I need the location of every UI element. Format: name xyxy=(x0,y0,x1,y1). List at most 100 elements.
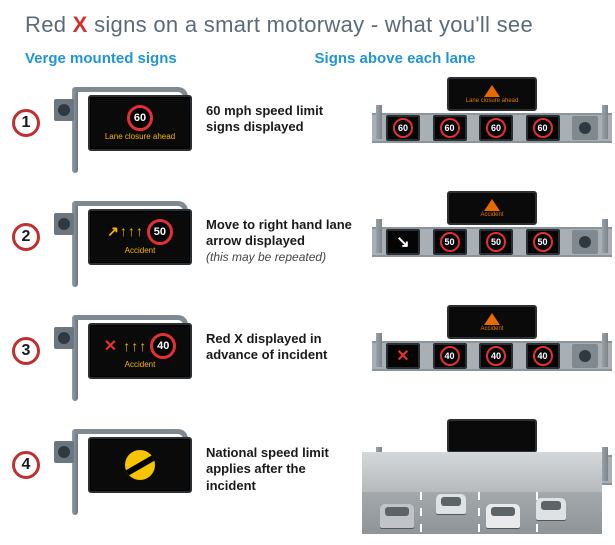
gantry-top-text: Accident xyxy=(480,212,503,218)
move-over-arrow-icon: ↘ xyxy=(396,232,409,252)
speed-limit-ring: 60 xyxy=(127,105,153,131)
lane-signal: 50 xyxy=(526,229,560,255)
gantry-top-text: Lane closure ahead xyxy=(466,98,519,104)
gantry-leg xyxy=(376,219,382,253)
verge-panel: ↗↑↑↑50 Accident xyxy=(88,209,192,265)
lane-signal: 40 xyxy=(433,343,467,369)
lane-signal: 60 xyxy=(526,115,560,141)
gantry-top-panel: Accident xyxy=(447,191,537,225)
gantry-lane-cells: ✕ 40 40 40 xyxy=(386,343,598,369)
gantry-leg xyxy=(376,105,382,139)
verge-sign xyxy=(46,419,206,515)
lane-signal: 60 xyxy=(386,115,420,141)
speed-limit-ring: 40 xyxy=(150,333,176,359)
lane-signal: 40 xyxy=(479,343,513,369)
lane-signal: 60 xyxy=(433,115,467,141)
row-description: National speed limit applies after the i… xyxy=(206,419,366,494)
camera-icon xyxy=(572,116,598,140)
verge-sign: ↗↑↑↑50 Accident xyxy=(46,191,206,287)
panel-top-row: ✕ ↑↑↑40 xyxy=(104,333,176,359)
gantry-sign: Accident ✕ 40 40 40 xyxy=(366,305,615,405)
lane-arrows: ↑↑↑ xyxy=(123,338,146,354)
desc-main: National speed limit applies after the i… xyxy=(206,445,358,494)
info-row: 3✕↑↑↑40AccidentRed X displayed in advanc… xyxy=(12,305,615,405)
desc-main: Red X displayed in advance of incident xyxy=(206,331,358,364)
speed-limit-ring: 50 xyxy=(147,219,173,245)
gantry-leg xyxy=(602,105,608,139)
camera-icon xyxy=(54,441,74,463)
car-icon xyxy=(486,504,520,528)
gantry-lane-cells: 60 60 60 60 xyxy=(386,115,598,141)
panel-top-row: 60 xyxy=(127,105,153,131)
verge-panel xyxy=(88,437,192,493)
verge-panel: 60 Lane closure ahead xyxy=(88,95,192,151)
title-prefix: Red xyxy=(25,12,73,37)
panel-message: Accident xyxy=(125,247,156,255)
lane-arrows: ↗↑↑↑ xyxy=(107,223,143,240)
red-x-icon: ✕ xyxy=(396,346,409,366)
gantry-lane-cells: ↘ 50 50 50 xyxy=(386,229,598,255)
lane-signal: 40 xyxy=(526,343,560,369)
title-red-x: X xyxy=(73,12,88,37)
lane-signal: ↘ xyxy=(386,229,420,255)
info-row: 1 60 Lane closure ahead 60 mph speed limit … xyxy=(12,77,615,177)
car-icon xyxy=(380,504,414,528)
page-title: Red X signs on a smart motorway - what y… xyxy=(0,0,615,44)
row-description: Move to right hand lane arrow displayed(… xyxy=(206,191,366,265)
info-row: 2↗↑↑↑50AccidentMove to right hand lane a… xyxy=(12,191,615,291)
gantry-leg xyxy=(376,333,382,367)
gantry-leg xyxy=(602,219,608,253)
speed-limit-ring: 40 xyxy=(533,346,553,366)
verge-sign: ✕↑↑↑40Accident xyxy=(46,305,206,401)
panel-message: Lane closure ahead xyxy=(105,133,175,141)
desc-main: 60 mph speed limit signs displayed xyxy=(206,103,358,136)
gantry-top-panel: Lane closure ahead xyxy=(447,77,537,111)
step-number: 2 xyxy=(12,223,40,251)
car-icon xyxy=(536,498,566,520)
verge-sign: 60 Lane closure ahead xyxy=(46,77,206,173)
speed-limit-ring: 40 xyxy=(486,346,506,366)
gantry-sign: Lane closure ahead 60 60 60 60 xyxy=(366,77,615,177)
lane-signal: 60 xyxy=(479,115,513,141)
speed-limit-ring: 60 xyxy=(393,118,413,138)
panel-top-row: ↗↑↑↑50 xyxy=(107,219,173,245)
verge-panel: ✕↑↑↑40Accident xyxy=(88,323,192,379)
step-number: 4 xyxy=(12,451,40,479)
camera-icon xyxy=(54,213,74,235)
speed-limit-ring: 50 xyxy=(533,232,553,252)
subhead-gantry: Signs above each lane xyxy=(220,50,600,67)
speed-limit-ring: 50 xyxy=(440,232,460,252)
lane-signal: ✕ xyxy=(386,343,420,369)
lane-signal: 50 xyxy=(433,229,467,255)
gantry-top-panel xyxy=(447,419,537,453)
camera-icon xyxy=(572,230,598,254)
red-x-icon: ✕ xyxy=(104,336,117,356)
column-subheads: Verge mounted signs Signs above each lan… xyxy=(0,44,615,77)
step-number: 1 xyxy=(12,109,40,137)
gantry-top-panel: Accident xyxy=(447,305,537,339)
gantry-leg xyxy=(602,447,608,481)
subhead-verge: Verge mounted signs xyxy=(25,50,220,67)
row-description: Red X displayed in advance of incident xyxy=(206,305,366,364)
speed-limit-ring: 60 xyxy=(440,118,460,138)
title-suffix: signs on a smart motorway - what you'll … xyxy=(88,12,533,37)
speed-limit-ring: 60 xyxy=(533,118,553,138)
warning-triangle-icon xyxy=(484,85,500,97)
motorway-photo-stylised xyxy=(362,452,602,534)
desc-main: Move to right hand lane arrow displayed xyxy=(206,217,358,250)
warning-triangle-icon xyxy=(484,199,500,211)
national-speed-limit-icon xyxy=(125,450,155,480)
gantry-leg xyxy=(602,333,608,367)
desc-note: (this may be repeated) xyxy=(206,250,358,265)
lane-signal: 50 xyxy=(479,229,513,255)
speed-limit-ring: 50 xyxy=(486,232,506,252)
camera-icon xyxy=(572,344,598,368)
speed-limit-ring: 60 xyxy=(486,118,506,138)
camera-icon xyxy=(54,327,74,349)
row-description: 60 mph speed limit signs displayed xyxy=(206,77,366,136)
speed-limit-ring: 40 xyxy=(440,346,460,366)
gantry-top-text: Accident xyxy=(480,326,503,332)
car-icon xyxy=(436,494,466,514)
gantry-sign: Accident ↘ 50 50 50 xyxy=(366,191,615,291)
warning-triangle-icon xyxy=(484,313,500,325)
